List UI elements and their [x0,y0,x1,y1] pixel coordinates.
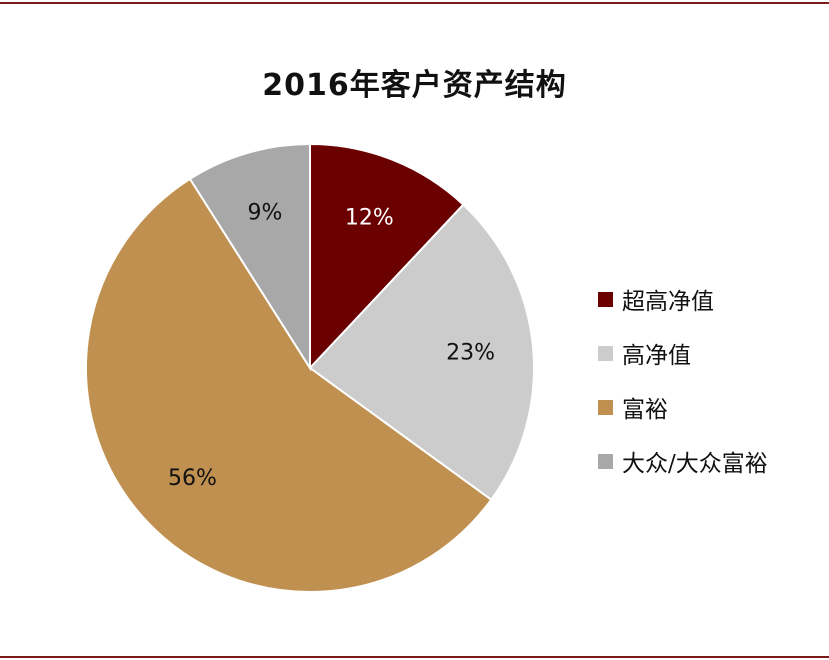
pie-slice-0 [309,142,465,371]
legend: 超高净值高净值富裕大众/大众富裕 [598,272,768,488]
legend-label-2: 富裕 [622,397,668,423]
pie-slices [85,142,535,593]
top-border [0,2,829,4]
legend-swatch-0 [598,291,613,307]
legend-label-1: 高净值 [622,343,691,369]
bottom-border [0,656,829,658]
legend-swatch-2 [598,399,613,415]
chart-title: 2016年客户资产结构 [262,68,567,103]
data-label-0: 12% [345,206,394,231]
data-label-1: 23% [446,340,495,365]
legend-label-3: 大众/大众富裕 [622,451,768,477]
pie-slice-3 [188,142,311,372]
legend-item-2: 富裕 [598,380,768,434]
legend-swatch-3 [598,453,613,469]
legend-item-0: 超高净值 [598,272,768,326]
legend-item-1: 高净值 [598,326,768,380]
pie-data-labels: 12% 23% 56% 9% [168,201,495,491]
pie-slice-2 [85,177,493,593]
legend-item-3: 大众/大众富裕 [598,434,768,488]
pie-slice-1 [308,203,535,502]
legend-label-0: 超高净值 [622,289,714,315]
data-label-3: 9% [248,201,283,226]
data-label-2: 56% [168,466,217,491]
legend-swatch-1 [598,345,613,361]
